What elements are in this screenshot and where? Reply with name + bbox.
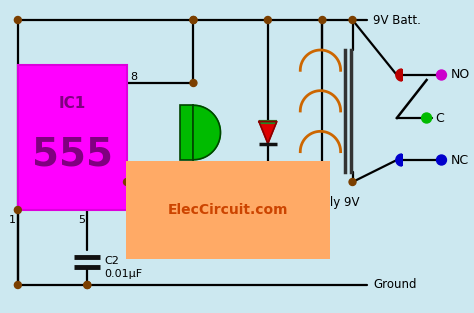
Polygon shape xyxy=(193,105,220,160)
Circle shape xyxy=(14,281,21,289)
Text: 5: 5 xyxy=(78,215,85,225)
Circle shape xyxy=(319,178,326,186)
Circle shape xyxy=(349,17,356,23)
Circle shape xyxy=(190,80,197,86)
Circle shape xyxy=(437,155,447,165)
Bar xyxy=(180,105,193,160)
Circle shape xyxy=(422,113,431,123)
Circle shape xyxy=(349,178,356,186)
Text: Rely 9V: Rely 9V xyxy=(315,196,360,209)
Circle shape xyxy=(319,17,326,23)
Circle shape xyxy=(190,17,197,23)
Circle shape xyxy=(437,70,447,80)
Text: IC1: IC1 xyxy=(59,95,86,110)
Circle shape xyxy=(264,17,271,23)
Circle shape xyxy=(190,17,197,23)
Text: C2: C2 xyxy=(104,256,119,266)
Text: 8: 8 xyxy=(130,72,137,82)
Text: NC: NC xyxy=(450,153,468,167)
Polygon shape xyxy=(396,154,402,166)
Text: ElecCircuit.com: ElecCircuit.com xyxy=(168,203,289,217)
Circle shape xyxy=(84,281,91,289)
Text: Ground: Ground xyxy=(373,279,417,291)
Polygon shape xyxy=(259,121,277,143)
Text: 555: 555 xyxy=(32,136,113,174)
Circle shape xyxy=(84,281,91,289)
Circle shape xyxy=(190,178,197,186)
Bar xyxy=(18,65,127,210)
Text: 1: 1 xyxy=(9,215,16,225)
Polygon shape xyxy=(396,69,402,81)
Text: NO: NO xyxy=(450,69,470,81)
Text: 0.01μF: 0.01μF xyxy=(104,269,142,279)
Circle shape xyxy=(124,178,130,186)
Circle shape xyxy=(14,17,21,23)
Text: 9V Batt.: 9V Batt. xyxy=(373,14,421,28)
Text: 3: 3 xyxy=(130,183,137,193)
Circle shape xyxy=(14,207,21,213)
Text: Buzzer: Buzzer xyxy=(173,196,214,209)
Text: C: C xyxy=(436,111,444,125)
Circle shape xyxy=(264,178,271,186)
Text: 1N4007: 1N4007 xyxy=(245,196,291,209)
